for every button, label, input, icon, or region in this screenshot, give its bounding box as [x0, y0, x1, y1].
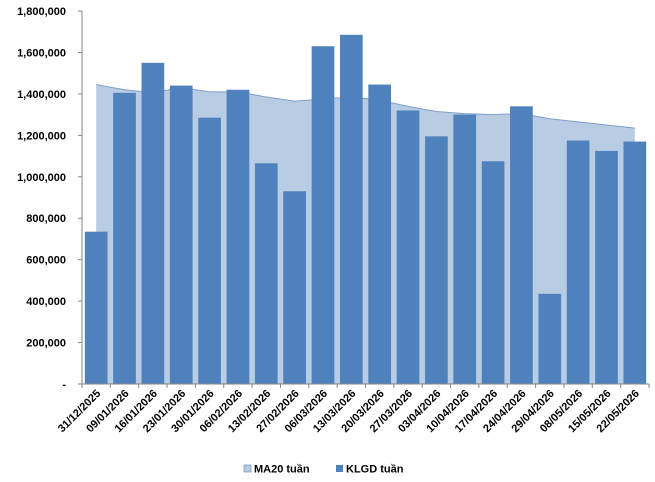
bar-27/03/2026 [396, 110, 420, 384]
bar-20/03/2026 [368, 84, 392, 384]
y-tick-labels: - 200,000 400,000 600,000 800,000 1,000,000 1,… [17, 6, 66, 391]
y-tick-label: 800,000 [26, 213, 66, 225]
bar-06/03/2026 [311, 46, 335, 384]
y-tick-label: 1,000,000 [17, 172, 66, 184]
y-tick-label: 200,000 [26, 338, 66, 350]
legend-label-ma20: MA20 tuần [254, 464, 310, 476]
bar-10/04/2026 [453, 114, 477, 385]
x-tick-labels: 31/12/202509/01/202616/01/202623/01/2026… [56, 388, 642, 435]
bar-31/12/2025 [84, 231, 108, 384]
bar-22/05/2026 [623, 141, 647, 384]
bar-13/03/2026 [339, 34, 363, 384]
legend-swatch-ma20 [243, 464, 252, 473]
legend: MA20 tuần KLGD tuần [243, 464, 404, 476]
bar-03/04/2026 [425, 136, 448, 384]
y-tick-label: 1,200,000 [17, 130, 66, 142]
y-tick-label: 600,000 [26, 255, 66, 267]
bars-layer [84, 34, 647, 385]
bar-29/04/2026 [538, 293, 562, 384]
bar-17/04/2026 [481, 161, 505, 384]
bar-30/01/2026 [198, 117, 221, 384]
legend-label-klgd: KLGD tuần [346, 464, 404, 476]
y-tick-label: 1,400,000 [17, 89, 66, 101]
y-tick-label: 400,000 [26, 296, 66, 308]
y-tick-label: - [62, 379, 66, 391]
bar-15/05/2026 [595, 150, 618, 385]
bar-08/05/2026 [566, 140, 590, 384]
y-tick-label: 1,800,000 [17, 6, 66, 18]
bar-13/02/2026 [254, 163, 278, 384]
y-tick-label: 1,600,000 [17, 47, 66, 59]
bar-23/01/2026 [169, 85, 193, 384]
bar-24/04/2026 [510, 106, 533, 384]
bar-27/02/2026 [283, 191, 306, 384]
legend-swatch-klgd [336, 465, 343, 472]
bar-16/01/2026 [141, 62, 165, 385]
axes-layer [78, 10, 650, 388]
bar-09/01/2026 [113, 92, 136, 384]
bar-06/02/2026 [226, 89, 250, 385]
